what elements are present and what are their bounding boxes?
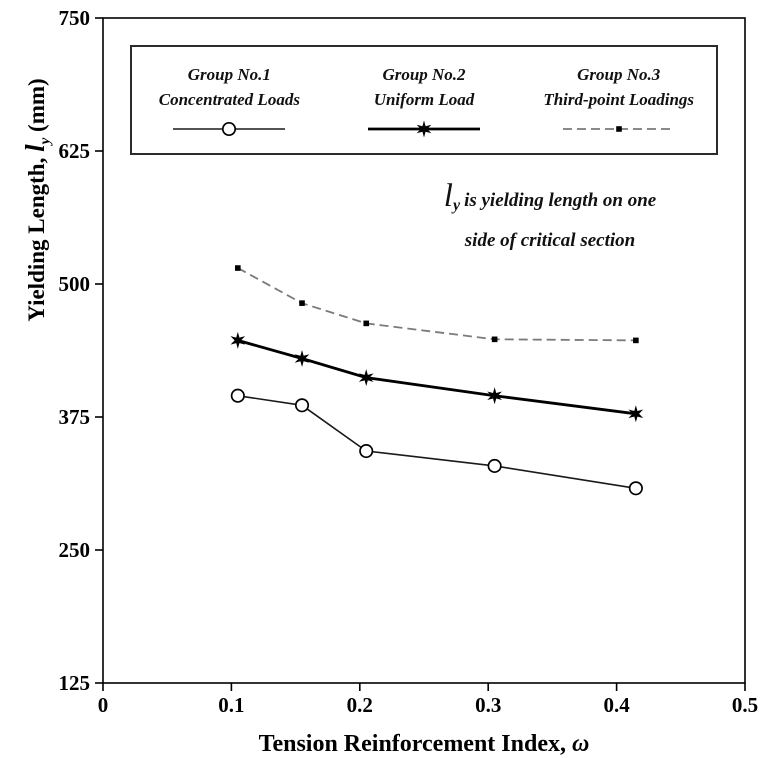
annotation: ly is yielding length on one side of cri… [382,176,718,257]
square-marker [299,300,305,306]
legend-group1-subtitle: Concentrated Loads [158,89,300,109]
y-tick-label: 375 [59,405,91,429]
y-tick-label: 125 [59,671,91,695]
legend: Group No.1 Concentrated Loads Group No.2… [130,45,718,155]
open-circle-marker [230,388,245,403]
legend-entry-group2: Group No.2 Uniform Load [327,47,522,153]
legend-group2-line-star-symbol [358,117,490,141]
legend-group3-subtitle: Third-point Loadings [543,89,695,109]
legend-group1-name: Group No.1 [187,64,271,84]
legend-entry-group1: Group No.1 Concentrated Loads [132,47,327,153]
x-tick-label: 0.3 [475,693,501,717]
x-tick-label: 0.4 [603,693,630,717]
y-tick-label: 250 [59,538,91,562]
legend-group2-subtitle: Uniform Load [373,89,475,109]
square-marker [633,337,639,344]
y-tick-label: 750 [59,6,91,30]
y-axis-title-text: Yielding Length, [24,151,49,322]
plot-frame [102,17,746,684]
annotation-math-symbol: l [443,178,453,214]
open-circle-marker [359,443,374,459]
x-tick-label: 0 [98,693,109,717]
open-circle-marker [222,122,237,137]
legend-symbol-svg [562,126,675,132]
open-circle-marker [294,398,310,413]
square-marker [491,336,498,343]
x-axis-omega-symbol: ω [572,731,590,757]
annotation-math-subscript: y [452,197,461,215]
legend-entry-group3: Group No.3 Third-point Loadings [521,47,716,153]
series-line-group-no-3 [237,267,636,342]
legend-symbol-svg [173,122,286,137]
square-marker [235,265,241,271]
legend-group2-name: Group No.2 [382,64,466,84]
legend-group3-dashed-square-symbol [553,117,685,141]
star-marker [230,331,246,349]
y-axis-math-subscript: y [37,137,54,145]
y-tick-label: 625 [59,139,91,163]
x-tick-label: 0.5 [732,693,758,717]
annotation-text-1: is yielding length on one [464,190,657,211]
annotation-line-1: ly is yielding length on one [382,176,718,226]
y-axis-math-symbol: l [20,144,50,152]
star-marker [416,120,432,138]
x-tick-label: 0.2 [347,693,373,717]
legend-group3-name: Group No.3 [577,64,661,84]
square-marker [615,126,622,132]
y-axis-title-unit: (mm) [24,78,49,138]
legend-symbol-svg [368,120,480,138]
x-tick-label: 0.1 [218,693,244,717]
annotation-text-2: side of critical section [464,230,636,252]
open-circle-marker [628,481,643,496]
star-marker [487,387,502,405]
annotation-line-2: side of critical section [382,226,718,257]
y-tick-label: 500 [59,272,91,296]
star-marker [294,349,310,367]
star-marker [358,369,374,387]
star-marker [628,405,644,423]
y-axis-title: Yielding Length, ly (mm) [20,0,54,410]
x-axis-title-text: Tension Reinforcement Index, [258,731,572,757]
x-axis-title: Tension Reinforcement Index, ω [174,731,674,758]
square-marker [363,320,370,327]
open-circle-marker [487,458,502,473]
legend-group1-line-circle-symbol [163,117,295,141]
